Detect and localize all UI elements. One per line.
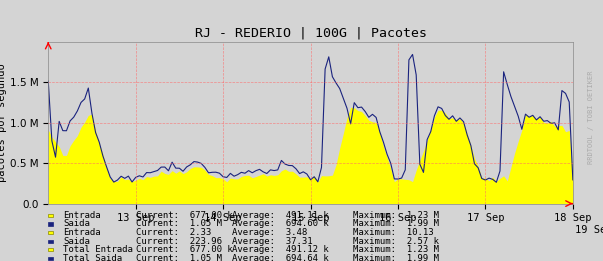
Text: Saida: Saida xyxy=(63,237,90,246)
Text: RRDTOOL / TOBI OETIKER: RRDTOOL / TOBI OETIKER xyxy=(588,71,594,164)
Text: Average:  694.60 k: Average: 694.60 k xyxy=(232,220,329,228)
Text: Entrada: Entrada xyxy=(63,211,101,220)
Text: Maximum:  2.57 k: Maximum: 2.57 k xyxy=(353,237,439,246)
Text: Maximum:  10.13: Maximum: 10.13 xyxy=(353,228,434,237)
Y-axis label: pacotes por segundo: pacotes por segundo xyxy=(0,63,7,182)
Text: Average:  491.12 k: Average: 491.12 k xyxy=(232,245,329,254)
Text: Current:  1.05 M: Current: 1.05 M xyxy=(136,254,222,261)
Text: Total Entrada: Total Entrada xyxy=(63,245,133,254)
Text: Average:  37.31: Average: 37.31 xyxy=(232,237,313,246)
Text: Maximum:  1.23 M: Maximum: 1.23 M xyxy=(353,245,439,254)
Text: Average:  694.64 k: Average: 694.64 k xyxy=(232,254,329,261)
Title: RJ - REDERIO | 100G | Pacotes: RJ - REDERIO | 100G | Pacotes xyxy=(195,26,426,39)
Text: Current:  677.00 k: Current: 677.00 k xyxy=(136,245,232,254)
Text: Current:  223.96: Current: 223.96 xyxy=(136,237,222,246)
Text: Current:  677.00 k: Current: 677.00 k xyxy=(136,211,232,220)
Text: Current:  2.33: Current: 2.33 xyxy=(136,228,211,237)
Text: Maximum:  1.99 M: Maximum: 1.99 M xyxy=(353,220,439,228)
Text: Total Saida: Total Saida xyxy=(63,254,122,261)
Text: Average:  3.48: Average: 3.48 xyxy=(232,228,308,237)
Text: Maximum:  1.23 M: Maximum: 1.23 M xyxy=(353,211,439,220)
Text: Maximum:  1.99 M: Maximum: 1.99 M xyxy=(353,254,439,261)
Text: Saida: Saida xyxy=(63,220,90,228)
Text: Entrada: Entrada xyxy=(63,228,101,237)
Text: Current:  1.05 M: Current: 1.05 M xyxy=(136,220,222,228)
Text: 19 Sep: 19 Sep xyxy=(575,225,603,235)
Text: Average:  491.11 k: Average: 491.11 k xyxy=(232,211,329,220)
